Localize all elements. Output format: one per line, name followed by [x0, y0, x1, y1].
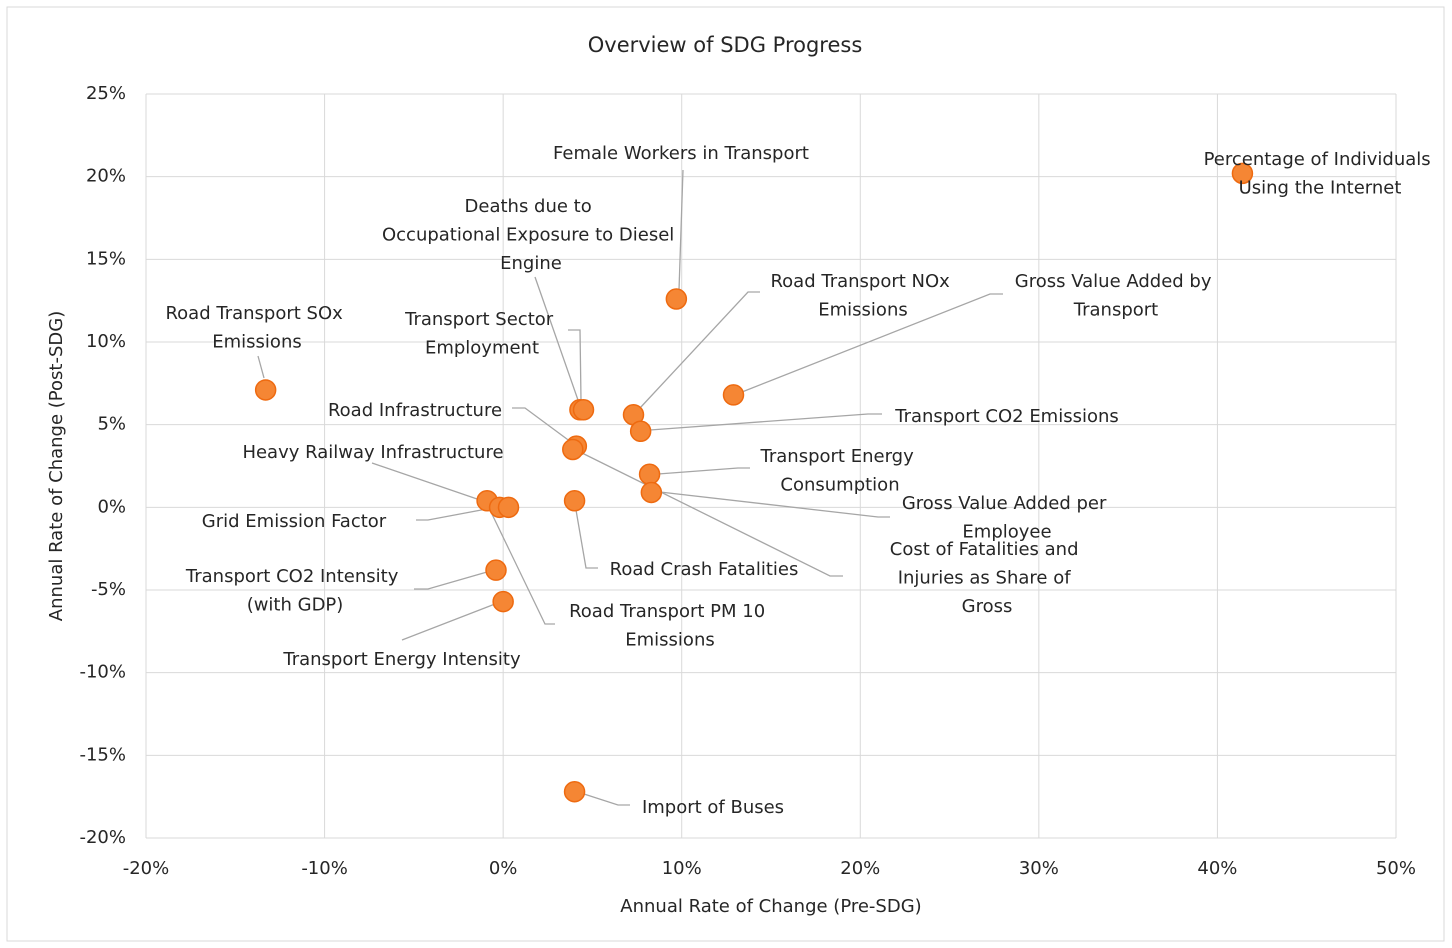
point-label: Female Workers in Transport — [553, 143, 809, 164]
point-label: Transport Energy Intensity — [282, 649, 521, 670]
point-label: Transport CO2 Emissions — [894, 406, 1119, 427]
x-tick-label: 50% — [1376, 858, 1416, 879]
y-tick-label: 0% — [97, 496, 126, 517]
scatter-point — [485, 559, 507, 581]
scatter-point — [572, 399, 595, 421]
x-tick-label: 0% — [489, 858, 518, 879]
y-axis-label: Annual Rate of Change (Post-SDG) — [46, 311, 67, 621]
leader-line — [575, 509, 598, 569]
leader-line — [534, 276, 579, 401]
point-label: Road Transport SOx Emissions — [165, 303, 348, 353]
point-label: Road Crash Fatalities — [610, 559, 799, 580]
leader-line — [257, 355, 265, 379]
scatter-point — [254, 379, 277, 401]
point-label: Percentage of Individuals Using the Inte… — [1204, 149, 1437, 199]
x-tick-label: -10% — [301, 858, 348, 879]
point-label: Cost of Fatalities and Injuries as Share… — [890, 539, 1084, 617]
chart-border — [6, 6, 1445, 942]
scatter-point — [665, 288, 688, 310]
point-label: Road Infrastructure — [328, 400, 502, 421]
point-label: Transport Sector Employment — [404, 309, 559, 359]
y-tick-label: 15% — [86, 248, 126, 269]
leader-line — [371, 462, 481, 501]
leader-line — [416, 507, 493, 521]
scatter-point — [722, 384, 745, 406]
leader-line — [583, 793, 630, 806]
scatter-point — [492, 590, 514, 613]
y-tick-label: -10% — [79, 662, 126, 683]
leader-line — [568, 329, 582, 401]
y-tick-label: 20% — [86, 166, 126, 187]
leader-line — [659, 491, 890, 518]
scatter-point — [1231, 162, 1254, 185]
y-tick-label: -20% — [79, 827, 126, 848]
point-label: Road Transport PM 10 Emissions — [569, 601, 771, 651]
y-tick-label: 25% — [86, 83, 126, 104]
leader-line — [649, 413, 882, 431]
point-label: Road Transport NOx Emissions — [770, 271, 955, 321]
point-label: Heavy Railway Infrastructure — [242, 442, 503, 463]
leader-line — [579, 451, 843, 577]
x-tick-label: 40% — [1197, 858, 1237, 879]
chart-title: Overview of SDG Progress — [588, 33, 863, 57]
leader-line — [678, 169, 684, 291]
scatter-point — [629, 420, 652, 443]
point-label: Import of Buses — [642, 797, 784, 818]
point-label: Deaths due to Occupational Exposure to D… — [382, 196, 680, 274]
point-label: Gross Value Added per Employee — [902, 493, 1112, 543]
scatter-point — [638, 463, 661, 486]
point-label: Grid Emission Factor — [202, 511, 387, 532]
y-tick-label: 10% — [86, 331, 126, 352]
y-tick-label: 5% — [97, 414, 126, 435]
scatter-point — [562, 438, 584, 461]
scatter-point — [497, 496, 520, 519]
scatter-point — [640, 481, 663, 504]
leader-line — [741, 293, 1003, 393]
y-tick-label: -15% — [79, 744, 126, 765]
x-tick-label: 30% — [1019, 858, 1059, 879]
leader-line — [489, 509, 555, 625]
leader-line — [512, 407, 576, 446]
scatter-point — [563, 780, 586, 803]
point-label: Gross Value Added by Transport — [1015, 271, 1217, 321]
leader-line — [414, 571, 488, 590]
y-tick-label: -5% — [91, 579, 126, 600]
leader-line — [639, 291, 760, 409]
leader-line — [401, 603, 496, 641]
point-label: Transport Energy Consumption — [760, 446, 920, 496]
x-tick-label: 20% — [840, 858, 880, 879]
x-tick-label: 10% — [662, 858, 702, 879]
leader-line — [657, 467, 750, 475]
scatter-point — [563, 489, 586, 512]
point-label: Transport CO2 Intensity (with GDP) — [185, 566, 404, 616]
x-axis-label: Annual Rate of Change (Pre-SDG) — [620, 896, 921, 917]
x-tick-label: -20% — [123, 858, 170, 879]
